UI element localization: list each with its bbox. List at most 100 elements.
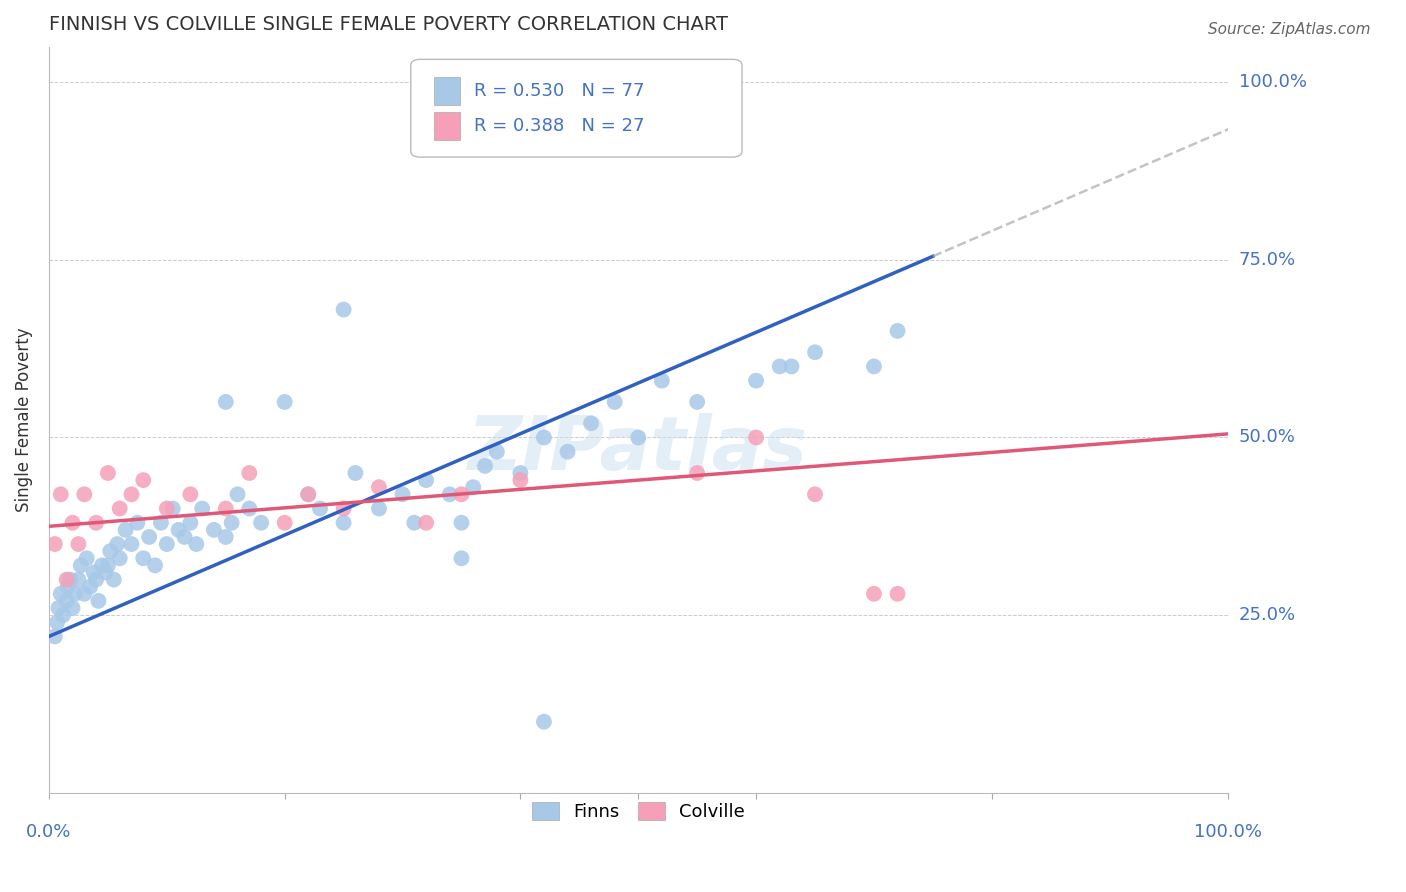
Point [48,601,70,615]
Point [297,487,319,501]
Point [273,516,295,530]
Point [173,530,195,544]
Point [87,594,110,608]
Point [463,480,485,494]
Point [69,558,91,573]
Point [450,551,472,566]
Point [202,523,225,537]
Point [450,516,472,530]
Point [44,629,66,643]
Point [179,516,201,530]
Point [450,487,472,501]
Point [804,487,827,501]
Point [179,487,201,501]
Point [46,615,69,630]
Text: 0.0%: 0.0% [27,823,72,841]
Point [509,466,531,480]
Point [250,516,273,530]
Point [156,501,179,516]
Point [863,587,886,601]
Point [62,516,84,530]
Point [55,573,77,587]
Point [76,551,98,566]
Point [404,516,426,530]
Point [509,473,531,487]
Point [108,551,131,566]
Point [863,359,886,374]
Y-axis label: Single Female Poverty: Single Female Poverty [15,327,32,512]
Point [55,594,77,608]
Point [226,487,249,501]
Point [686,466,709,480]
Text: R = 0.388   N = 27: R = 0.388 N = 27 [474,117,645,135]
Point [579,417,602,431]
FancyBboxPatch shape [411,60,742,157]
Point [138,530,160,544]
Point [745,374,768,388]
Point [332,501,354,516]
Point [439,487,461,501]
FancyBboxPatch shape [434,77,460,105]
Text: Source: ZipAtlas.com: Source: ZipAtlas.com [1208,22,1371,37]
Point [121,487,143,501]
Point [186,537,208,551]
Point [215,395,238,409]
Point [105,537,128,551]
Point [67,537,90,551]
Point [221,516,243,530]
Text: R = 0.530   N = 77: R = 0.530 N = 77 [474,82,645,100]
Point [98,544,121,558]
Point [108,501,131,516]
Point [143,558,166,573]
Point [44,537,66,551]
Point [91,558,114,573]
Point [167,523,190,537]
Point [59,573,82,587]
Point [686,395,709,409]
Point [114,523,136,537]
FancyBboxPatch shape [434,112,460,140]
Point [533,714,555,729]
Point [84,516,107,530]
Point [651,374,673,388]
Point [415,473,437,487]
Point [273,395,295,409]
Point [97,558,120,573]
Point [127,516,149,530]
Point [52,608,75,623]
Point [745,430,768,444]
Point [769,359,792,374]
Point [162,501,184,516]
Point [62,601,84,615]
Legend: Finns, Colville: Finns, Colville [524,795,752,829]
Point [121,537,143,551]
Point [886,587,908,601]
Text: 100.0%: 100.0% [1194,823,1261,841]
Point [603,395,626,409]
Point [63,587,86,601]
Point [804,345,827,359]
Point [103,573,125,587]
Point [132,551,155,566]
Point [474,458,496,473]
Point [84,573,107,587]
Point [49,587,72,601]
Point [215,501,238,516]
Point [94,566,117,580]
Point [297,487,319,501]
Point [73,587,96,601]
Point [368,501,391,516]
Point [332,302,354,317]
Text: 50.0%: 50.0% [1239,428,1295,447]
Point [368,480,391,494]
Point [780,359,803,374]
Point [83,566,105,580]
Point [79,580,101,594]
Text: FINNISH VS COLVILLE SINGLE FEMALE POVERTY CORRELATION CHART: FINNISH VS COLVILLE SINGLE FEMALE POVERT… [49,15,728,34]
Point [485,444,508,458]
Text: 75.0%: 75.0% [1239,251,1296,268]
Point [627,430,650,444]
Point [238,466,260,480]
Point [215,530,238,544]
Point [533,430,555,444]
